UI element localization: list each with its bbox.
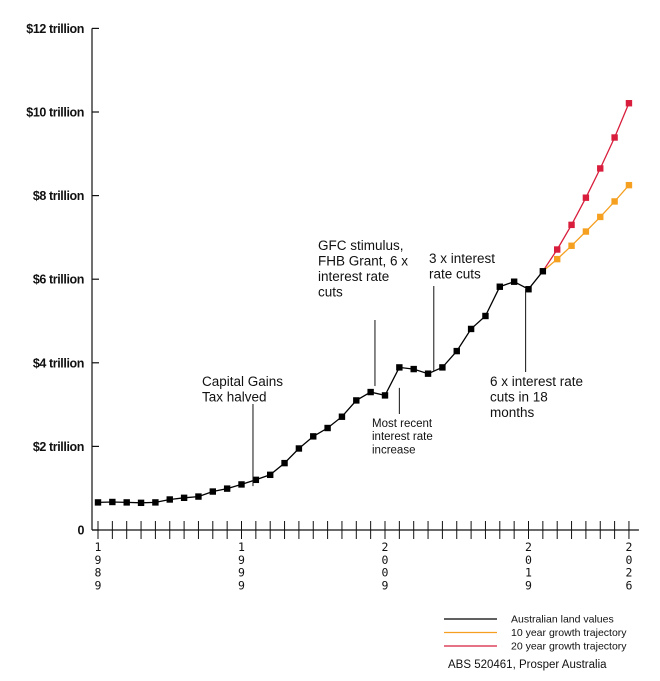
x-axis: 1 9 8 9 1 9 9 9 2 0 0 9 2 0 1 9 2 0 2 6 <box>92 521 639 592</box>
data-point <box>367 388 374 396</box>
data-point <box>496 283 503 290</box>
data-point <box>252 476 260 484</box>
data-point <box>310 433 317 440</box>
data-point <box>453 347 460 355</box>
legend-label-0: Australian land values <box>511 614 614 626</box>
data-point <box>525 286 532 293</box>
annotation-text: 6 x interest rate cuts in 18 months <box>490 374 583 420</box>
data-point <box>223 485 231 492</box>
y-tick-label: 0 <box>77 524 84 538</box>
data-point <box>554 255 561 263</box>
data-point <box>209 488 216 495</box>
data-point <box>338 413 346 420</box>
data-point <box>597 213 604 221</box>
legend-label-2: 20 year growth trajectory <box>511 641 627 653</box>
y-tick-label: $6 trillion <box>33 273 84 287</box>
series-line-2 <box>542 102 630 272</box>
data-point <box>281 459 288 467</box>
data-point <box>353 397 360 404</box>
data-point <box>482 312 489 320</box>
data-point <box>137 499 145 507</box>
data-point <box>166 496 173 503</box>
data-point <box>625 100 633 107</box>
y-tick-label: $8 trillion <box>33 189 84 203</box>
data-point <box>238 481 245 488</box>
data-point <box>109 498 116 506</box>
annotation-layer: Capital Gains Tax halved GFC stimulus, FHB … <box>202 238 583 487</box>
data-point <box>152 499 159 506</box>
y-tick-label: $10 trillion <box>26 106 84 120</box>
annotation-text: GFC stimulus, FHB Grant, 6 x interest rate… <box>318 238 408 300</box>
data-point <box>582 194 590 201</box>
annotation-text: Most recent interest rate increase <box>372 418 433 456</box>
data-point <box>94 499 102 506</box>
series-line-0 <box>97 270 544 504</box>
annotation-text: 3 x interest rate cuts <box>429 251 495 282</box>
y-tick-label: $12 trillion <box>26 22 84 36</box>
data-point <box>195 493 202 500</box>
data-point <box>582 228 590 235</box>
data-point <box>554 246 561 253</box>
data-point <box>539 268 547 275</box>
data-point <box>439 364 446 371</box>
data-point <box>180 494 188 502</box>
data-point <box>410 365 417 373</box>
data-point <box>295 445 303 452</box>
data-point <box>568 242 575 249</box>
data-point <box>424 370 432 377</box>
data-point <box>324 424 331 432</box>
y-tick-label: $2 trillion <box>33 440 84 454</box>
data-point <box>568 221 575 229</box>
data-point <box>467 325 475 333</box>
data-point <box>625 181 633 189</box>
y-axis: 0 $2 trillion $4 trillion $6 trillion $8 tri… <box>26 22 99 538</box>
data-point <box>510 278 518 285</box>
legend-label-1: 10 year growth trajectory <box>511 627 627 639</box>
data-point <box>611 198 618 205</box>
data-point <box>381 392 389 399</box>
data-point <box>267 471 274 479</box>
data-point <box>396 364 403 371</box>
annotation-text: Capital Gains Tax halved <box>202 374 283 405</box>
series-layer <box>94 100 633 507</box>
data-point <box>611 134 618 141</box>
data-point <box>597 165 604 172</box>
data-point <box>123 499 130 506</box>
source-note: ABS 520461, Prosper Australia <box>448 659 607 671</box>
y-tick-label: $4 trillion <box>33 356 84 370</box>
